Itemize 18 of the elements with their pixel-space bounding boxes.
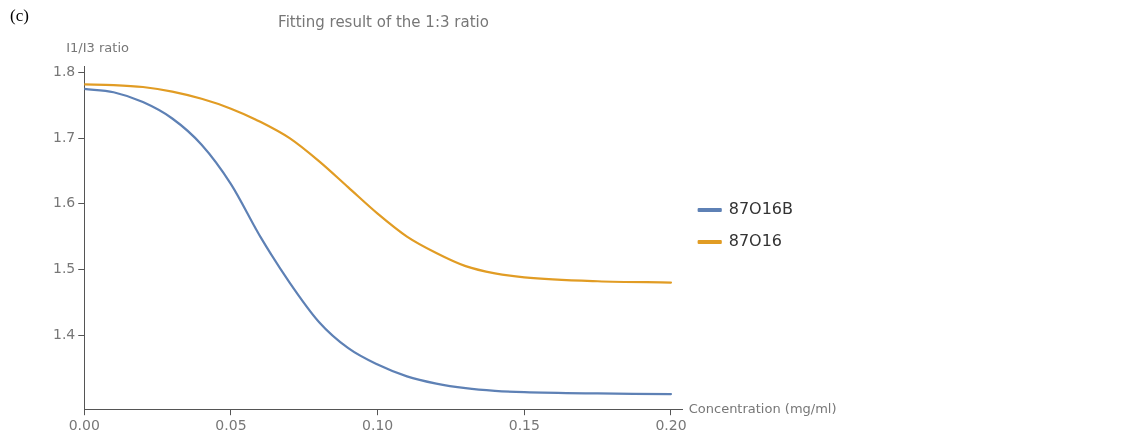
- x-tick-label: 0.15: [508, 417, 540, 434]
- y-tick-label: 1.8: [53, 63, 76, 80]
- y-axis-title: I1/I3 ratio: [66, 40, 130, 55]
- legend-label: 87O16: [728, 231, 783, 251]
- x-tick-label: 0.10: [362, 417, 394, 434]
- legend-label: 87O16B: [728, 199, 794, 219]
- y-tick-label: 1.6: [53, 194, 76, 211]
- text: (c): [10, 5, 29, 25]
- x-tick-label: 0.05: [215, 417, 247, 434]
- x-tick-label: 0.00: [68, 417, 100, 434]
- x-axis-title: Concentration (mg/ml): [688, 400, 837, 416]
- line-series: [84, 87, 673, 396]
- chart-title: Fitting result of the 1:3 ratio: [278, 12, 489, 31]
- x-tick-label: 0.20: [655, 417, 687, 434]
- y-tick-label: 1.7: [53, 128, 76, 145]
- line-series: [84, 83, 673, 284]
- y-tick-label: 1.4: [53, 325, 76, 342]
- y-tick-label: 1.5: [53, 260, 76, 277]
